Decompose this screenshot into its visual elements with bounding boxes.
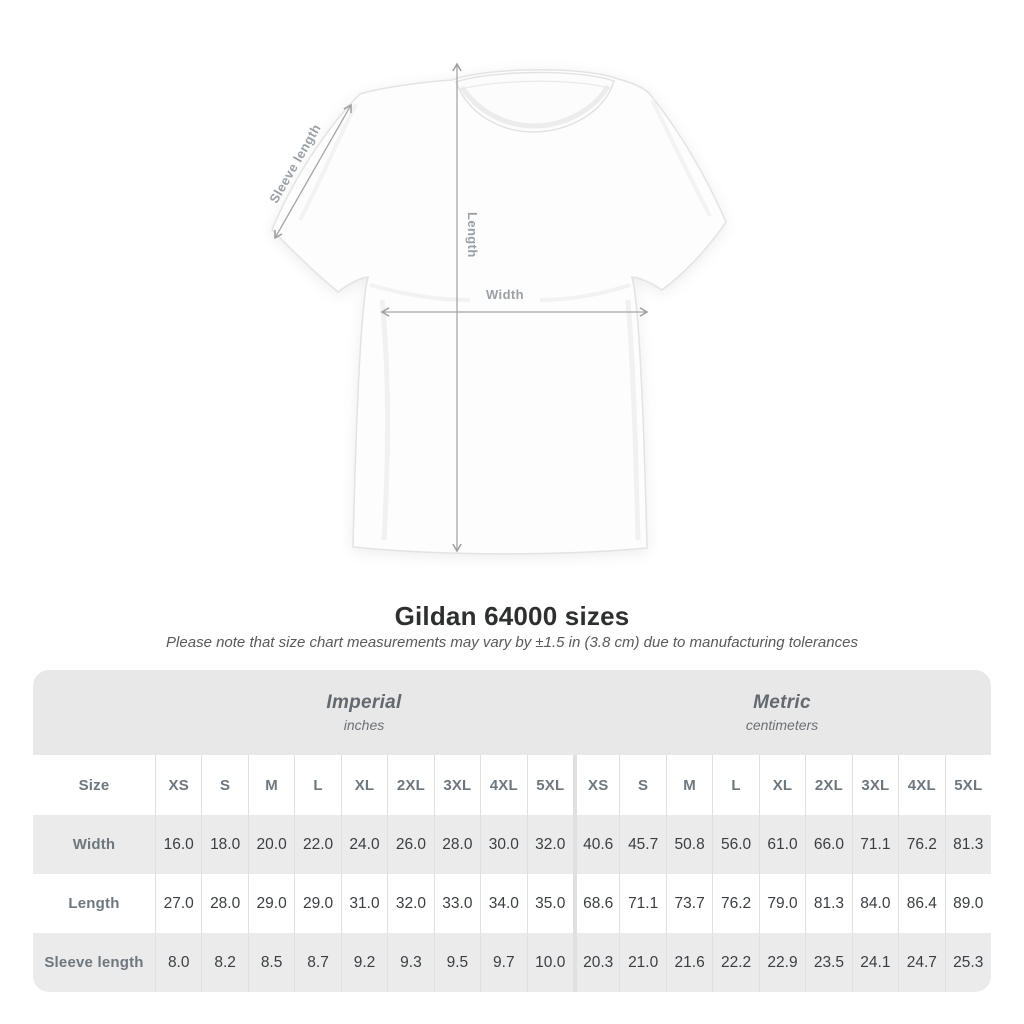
size-col-header-imperial-3xl: 3XL [433, 755, 480, 815]
value-cell: 28.0 [201, 874, 247, 933]
value-cell: 22.0 [294, 815, 340, 874]
value-cell: 22.2 [712, 933, 758, 992]
value-cell: 35.0 [526, 874, 573, 933]
size-col-header-metric-xl: XL [758, 755, 805, 815]
units-header-spacer [33, 670, 155, 755]
value-cell: 8.2 [201, 933, 247, 992]
value-cell: 8.0 [155, 933, 201, 992]
value-cell: 23.5 [805, 933, 851, 992]
size-table: Imperial inches Metric centimeters Size … [33, 670, 991, 992]
value-cell: 25.3 [944, 933, 991, 992]
value-cell: 76.2 [898, 815, 944, 874]
value-cell: 30.0 [480, 815, 526, 874]
size-header-row: Size XS S M L XL 2XL 3XL 4XL 5XL XS S M L XL 2XL 3XL 4XL… [33, 755, 991, 815]
value-cell: 81.3 [944, 815, 991, 874]
value-cell: 8.5 [247, 933, 294, 992]
tolerance-note: Please note that size chart measurements… [166, 634, 858, 651]
value-cell: 76.2 [712, 874, 758, 933]
value-cell: 18.0 [201, 815, 247, 874]
row-length: Length 27.0 28.0 29.0 29.0 31.0 32.0 33.0 34.0 35… [33, 874, 991, 933]
value-cell: 29.0 [247, 874, 294, 933]
value-cell: 56.0 [712, 815, 758, 874]
value-cell: 86.4 [898, 874, 944, 933]
value-cell: 21.0 [619, 933, 665, 992]
value-cell: 32.0 [526, 815, 573, 874]
row-label: Length [68, 895, 120, 912]
value-cell: 9.5 [433, 933, 480, 992]
value-cell: 31.0 [340, 874, 387, 933]
value-cell: 20.3 [572, 933, 619, 992]
row-label: Sleeve length [44, 954, 144, 971]
size-col-header-metric-l: L [712, 755, 758, 815]
size-col-header-imperial-s: S [201, 755, 247, 815]
value-cell: 79.0 [758, 874, 805, 933]
size-col-header-metric-xs: XS [572, 755, 619, 815]
tshirt-image [271, 62, 727, 555]
size-col-header-metric-m: M [665, 755, 712, 815]
size-col-header-imperial-l: L [294, 755, 340, 815]
value-cell: 21.6 [665, 933, 712, 992]
value-cell: 24.1 [851, 933, 898, 992]
value-cell: 81.3 [805, 874, 851, 933]
value-cell: 8.7 [294, 933, 340, 992]
size-col-header-imperial-4xl: 4XL [480, 755, 526, 815]
value-cell: 24.7 [898, 933, 944, 992]
sleeve-length-arrow [274, 103, 352, 240]
metric-section-unit: centimeters [745, 717, 819, 733]
page-title: Gildan 64000 sizes [394, 601, 630, 631]
value-cell: 32.0 [387, 874, 433, 933]
value-cell: 71.1 [851, 815, 898, 874]
length-annotation: Length [465, 212, 480, 258]
size-col-header-imperial-5xl: 5XL [526, 755, 573, 815]
value-cell: 10.0 [526, 933, 573, 992]
imperial-section-header: Imperial inches [155, 670, 573, 755]
value-cell: 27.0 [155, 874, 201, 933]
value-cell: 24.0 [340, 815, 387, 874]
value-cell: 50.8 [665, 815, 712, 874]
value-cell: 73.7 [665, 874, 712, 933]
value-cell: 71.1 [619, 874, 665, 933]
value-cell: 26.0 [387, 815, 433, 874]
value-cell: 9.7 [480, 933, 526, 992]
value-cell: 45.7 [619, 815, 665, 874]
row-width: Width 16.0 18.0 20.0 22.0 24.0 26.0 28.0 30.0 32.… [33, 815, 991, 874]
row-sleeve-length: Sleeve length 8.0 8.2 8.5 8.7 9.2 9.3 9.5 9.7 10.… [33, 933, 991, 992]
value-cell: 61.0 [758, 815, 805, 874]
size-column-label: Size [78, 776, 110, 794]
units-header-row: Imperial inches Metric centimeters [33, 670, 991, 755]
value-cell: 9.3 [387, 933, 433, 992]
value-cell: 29.0 [294, 874, 340, 933]
value-cell: 28.0 [433, 815, 480, 874]
value-cell: 22.9 [758, 933, 805, 992]
tshirt-measurement-figure: Sleeve length Length Width [266, 62, 727, 555]
imperial-section-title: Imperial [326, 692, 402, 713]
value-cell: 34.0 [480, 874, 526, 933]
size-col-header-metric-3xl: 3XL [851, 755, 898, 815]
size-col-header-metric-5xl: 5XL [944, 755, 991, 815]
size-col-header-imperial-xl: XL [340, 755, 387, 815]
value-cell: 89.0 [944, 874, 991, 933]
value-cell: 9.2 [340, 933, 387, 992]
size-col-header-imperial-2xl: 2XL [387, 755, 433, 815]
size-col-header-metric-2xl: 2XL [805, 755, 851, 815]
imperial-section-unit: inches [343, 717, 385, 733]
metric-section-header: Metric centimeters [573, 670, 991, 755]
value-cell: 20.0 [247, 815, 294, 874]
value-cell: 40.6 [572, 815, 619, 874]
value-cell: 84.0 [851, 874, 898, 933]
value-cell: 66.0 [805, 815, 851, 874]
value-cell: 16.0 [155, 815, 201, 874]
size-col-header-imperial-xs: XS [155, 755, 201, 815]
row-label: Width [72, 836, 116, 853]
measurement-arrows [274, 62, 649, 553]
width-annotation: Width [486, 287, 524, 302]
value-cell: 68.6 [572, 874, 619, 933]
size-col-header-metric-4xl: 4XL [898, 755, 944, 815]
size-col-header-metric-s: S [619, 755, 665, 815]
value-cell: 33.0 [433, 874, 480, 933]
metric-section-title: Metric [753, 692, 811, 713]
size-col-header-imperial-m: M [247, 755, 294, 815]
